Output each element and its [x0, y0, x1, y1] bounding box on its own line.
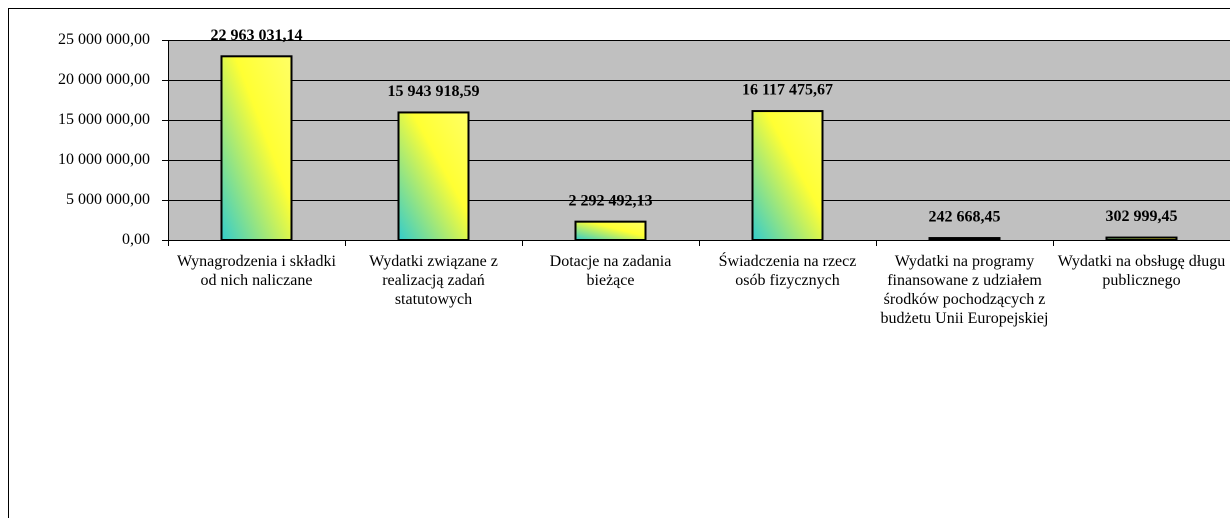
x-tick-label: Wydatki na programy finansowane z udział… [880, 253, 1049, 327]
y-tick-label: 15 000 000,00 [58, 111, 150, 128]
x-tick-label: Dotacje na zadania bieżące [549, 253, 672, 289]
value-label: 302 999,45 [1106, 208, 1178, 225]
value-label: 242 668,45 [929, 209, 1001, 226]
x-tick-label: Wynagrodzenia i składki od nich naliczan… [177, 253, 336, 289]
y-tick-label: 10 000 000,00 [58, 151, 150, 168]
bar [220, 55, 293, 242]
bar [928, 237, 1001, 242]
y-tick-label: 25 000 000,00 [58, 31, 150, 48]
value-label: 2 292 492,13 [569, 192, 653, 209]
y-tick-label: 5 000 000,00 [66, 191, 150, 208]
value-label: 22 963 031,14 [211, 27, 303, 44]
plot-area [168, 40, 1230, 240]
x-tick-label: Wydatki związane z realizacją zadań stat… [369, 253, 498, 308]
bar [1105, 236, 1178, 241]
value-label: 16 117 475,67 [742, 82, 833, 99]
value-label: 15 943 918,59 [388, 83, 480, 100]
bar [397, 111, 470, 241]
y-tick-label: 20 000 000,00 [58, 71, 150, 88]
x-tick-label: Wydatki na obsługę długu publicznego [1057, 253, 1226, 289]
y-tick-label: 0,00 [122, 231, 150, 248]
x-tick-label: Świadczenia na rzecz osób fizycznych [718, 253, 857, 289]
bar [751, 110, 824, 241]
bar [574, 220, 647, 242]
